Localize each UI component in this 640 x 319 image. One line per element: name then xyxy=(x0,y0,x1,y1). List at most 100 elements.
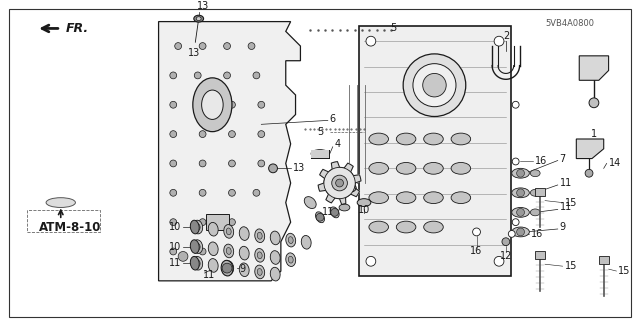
Circle shape xyxy=(199,131,206,137)
Ellipse shape xyxy=(316,212,324,223)
Ellipse shape xyxy=(311,150,329,158)
Circle shape xyxy=(589,98,599,108)
Ellipse shape xyxy=(221,260,233,276)
Text: 16: 16 xyxy=(535,157,547,167)
Ellipse shape xyxy=(227,264,231,271)
Ellipse shape xyxy=(227,248,231,254)
Ellipse shape xyxy=(286,233,296,247)
Bar xyxy=(359,26,511,276)
Ellipse shape xyxy=(330,207,339,218)
Ellipse shape xyxy=(301,235,311,249)
Bar xyxy=(205,214,229,230)
Ellipse shape xyxy=(369,221,388,233)
Text: 1: 1 xyxy=(591,129,597,139)
Text: 9: 9 xyxy=(560,222,566,232)
Ellipse shape xyxy=(451,162,470,174)
Circle shape xyxy=(199,43,206,49)
Ellipse shape xyxy=(195,224,200,230)
Ellipse shape xyxy=(208,242,218,256)
Text: 12: 12 xyxy=(500,251,512,261)
Text: 14: 14 xyxy=(609,159,621,168)
Ellipse shape xyxy=(512,227,529,237)
Text: 16: 16 xyxy=(531,229,543,239)
Text: 15: 15 xyxy=(618,266,631,276)
Circle shape xyxy=(170,72,177,79)
Text: 7: 7 xyxy=(560,153,566,164)
Text: 11: 11 xyxy=(560,178,572,188)
Ellipse shape xyxy=(396,221,416,233)
Ellipse shape xyxy=(270,251,280,264)
Circle shape xyxy=(366,36,376,46)
Text: 5: 5 xyxy=(317,127,323,137)
Ellipse shape xyxy=(257,252,262,259)
Circle shape xyxy=(248,43,255,49)
Circle shape xyxy=(199,160,206,167)
Circle shape xyxy=(228,160,236,167)
Ellipse shape xyxy=(239,263,249,277)
Bar xyxy=(535,251,545,259)
Ellipse shape xyxy=(531,209,540,216)
Ellipse shape xyxy=(257,232,262,239)
Ellipse shape xyxy=(193,220,203,234)
Ellipse shape xyxy=(396,162,416,174)
Ellipse shape xyxy=(190,256,199,270)
Ellipse shape xyxy=(531,189,540,196)
Circle shape xyxy=(228,101,236,108)
Circle shape xyxy=(331,208,339,216)
Ellipse shape xyxy=(369,162,388,174)
Text: ATM-8-10: ATM-8-10 xyxy=(39,220,102,234)
Bar xyxy=(26,211,100,232)
Ellipse shape xyxy=(227,228,231,235)
Circle shape xyxy=(170,219,177,226)
Ellipse shape xyxy=(339,204,350,211)
Circle shape xyxy=(258,160,265,167)
Circle shape xyxy=(269,164,278,173)
Text: 10: 10 xyxy=(169,222,181,232)
Ellipse shape xyxy=(224,244,234,258)
Circle shape xyxy=(199,219,206,226)
Text: 13: 13 xyxy=(188,21,200,58)
Text: 15: 15 xyxy=(564,261,577,271)
Ellipse shape xyxy=(193,240,203,253)
Circle shape xyxy=(494,256,504,266)
Ellipse shape xyxy=(424,192,444,204)
Circle shape xyxy=(228,219,236,226)
Ellipse shape xyxy=(208,259,218,272)
Circle shape xyxy=(516,228,524,236)
Text: 10: 10 xyxy=(358,205,370,215)
Bar xyxy=(599,256,609,264)
Bar xyxy=(311,150,329,158)
Circle shape xyxy=(472,228,481,236)
Ellipse shape xyxy=(255,229,265,242)
Ellipse shape xyxy=(424,133,444,145)
Ellipse shape xyxy=(255,265,265,279)
Ellipse shape xyxy=(195,243,200,250)
Circle shape xyxy=(178,251,188,261)
Ellipse shape xyxy=(224,225,234,238)
Ellipse shape xyxy=(224,261,234,274)
Ellipse shape xyxy=(46,198,76,207)
Text: 13: 13 xyxy=(292,163,305,173)
Text: 5VB4A0800: 5VB4A0800 xyxy=(545,19,594,28)
Circle shape xyxy=(195,72,201,79)
Ellipse shape xyxy=(369,192,388,204)
Ellipse shape xyxy=(194,15,204,22)
Circle shape xyxy=(228,131,236,137)
Ellipse shape xyxy=(196,17,201,21)
Circle shape xyxy=(516,189,524,197)
Text: 5: 5 xyxy=(390,23,397,33)
Circle shape xyxy=(222,263,232,273)
Circle shape xyxy=(228,189,236,196)
Circle shape xyxy=(324,167,355,199)
Ellipse shape xyxy=(424,162,444,174)
Circle shape xyxy=(258,101,265,108)
Text: 15: 15 xyxy=(564,197,577,208)
Circle shape xyxy=(508,230,515,237)
Circle shape xyxy=(223,72,230,79)
Polygon shape xyxy=(579,56,609,80)
Circle shape xyxy=(170,189,177,196)
Ellipse shape xyxy=(286,253,296,266)
Text: 11: 11 xyxy=(169,258,181,268)
Ellipse shape xyxy=(190,220,199,234)
Text: 6: 6 xyxy=(330,115,336,124)
